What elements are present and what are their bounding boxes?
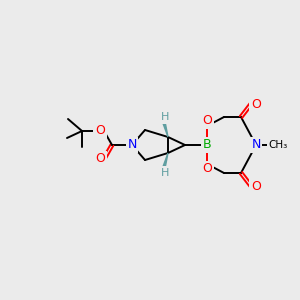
Text: N: N: [127, 139, 137, 152]
Polygon shape: [162, 118, 168, 137]
Text: CH₃: CH₃: [268, 140, 288, 150]
Text: O: O: [202, 115, 212, 128]
Text: O: O: [251, 98, 261, 110]
Text: H: H: [161, 112, 169, 122]
Text: B: B: [203, 139, 211, 152]
Polygon shape: [162, 153, 168, 171]
Text: O: O: [251, 179, 261, 193]
Text: N: N: [251, 139, 261, 152]
Text: O: O: [95, 152, 105, 166]
Text: O: O: [95, 124, 105, 137]
Text: O: O: [202, 163, 212, 176]
Text: H: H: [161, 168, 169, 178]
